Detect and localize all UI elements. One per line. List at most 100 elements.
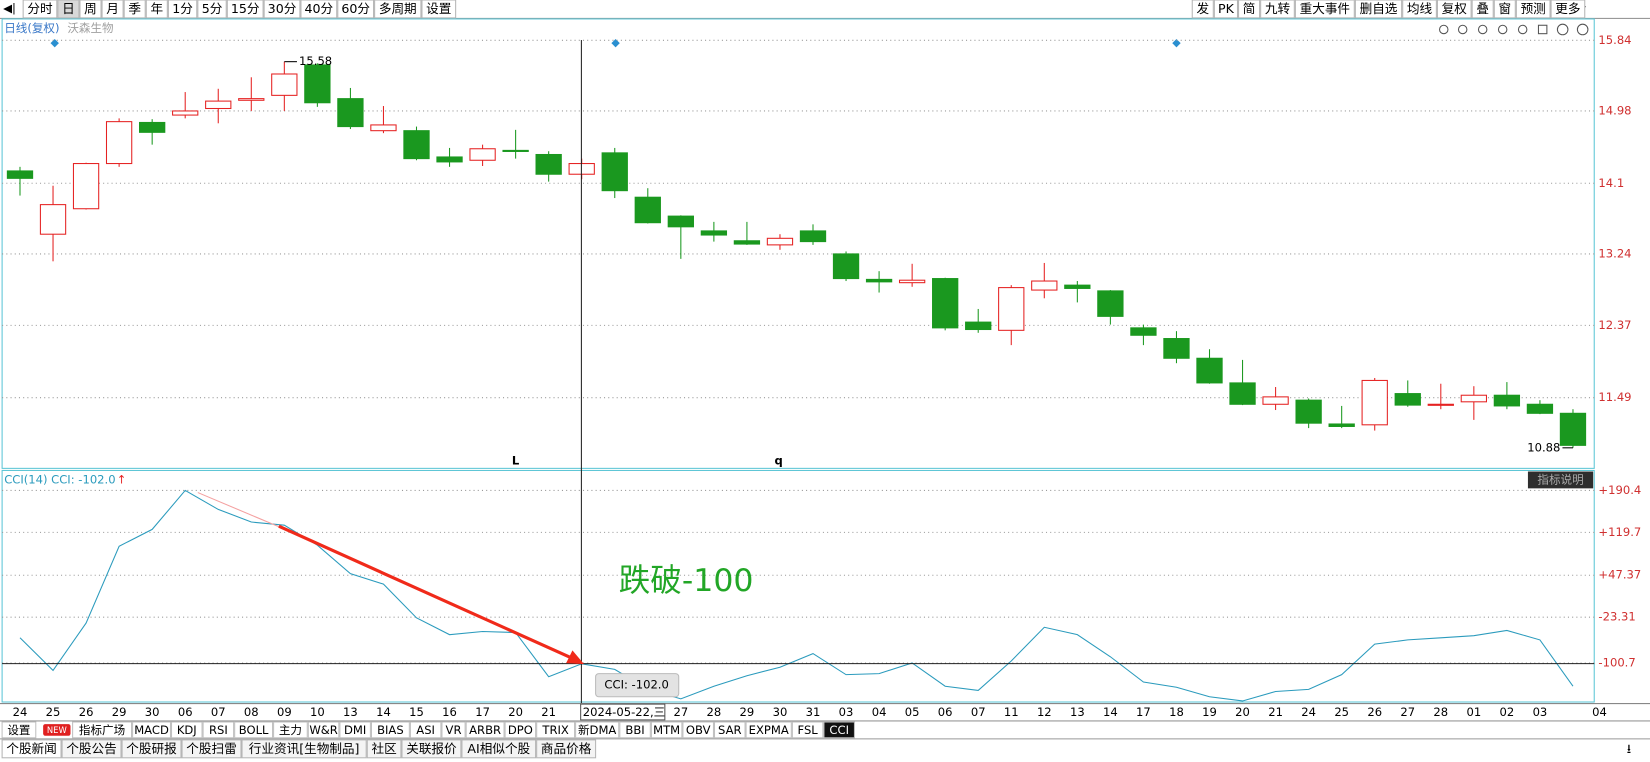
info-tab[interactable] (241, 739, 367, 759)
toolbar-item[interactable] (1515, 0, 1551, 19)
indicator-tab-label[interactable]: OBV (686, 723, 711, 737)
toolbar-item-label[interactable]: PK (1218, 1, 1235, 16)
toolbar-item[interactable] (1260, 0, 1295, 19)
indicator-tab[interactable] (370, 721, 410, 739)
toolbar-item[interactable] (197, 0, 227, 19)
toolbar-item[interactable] (1213, 0, 1239, 19)
toolbar-item[interactable] (167, 0, 198, 19)
event-marker[interactable] (50, 38, 59, 48)
toolbar-item[interactable] (374, 0, 422, 19)
nav-icon[interactable]: ◀| (3, 1, 16, 15)
toolbar-item-label[interactable]: 复权 (1442, 1, 1468, 16)
indicator-tab-label[interactable]: EXPMA (749, 723, 789, 737)
tool-icon[interactable] (1439, 24, 1449, 35)
toolbar-item[interactable] (263, 0, 301, 19)
info-tab-label[interactable]: 个股扫雷 (186, 741, 236, 756)
indicator-tab[interactable] (202, 721, 235, 739)
indicator-tab-label[interactable]: BBI (625, 723, 644, 737)
toolbar-item-label[interactable]: 重大事件 (1300, 1, 1350, 16)
toolbar-item[interactable] (57, 0, 80, 19)
toolbar-item-label[interactable]: 删自选 (1360, 1, 1398, 16)
indicator-tab-label[interactable]: 新DMA (578, 723, 616, 737)
indicator-tab-label[interactable]: FSL (798, 723, 819, 737)
indicator-tab-label[interactable]: SAR (718, 723, 741, 737)
indicator-tab[interactable] (273, 721, 308, 739)
indicator-tab[interactable] (465, 721, 505, 739)
tool-icon[interactable] (1537, 24, 1548, 35)
tool-icon[interactable] (1497, 24, 1508, 35)
info-tab[interactable] (1, 739, 62, 759)
info-tab-label[interactable]: 个股研报 (126, 741, 177, 756)
toolbar-item-label[interactable]: 季 (128, 1, 141, 16)
info-tab[interactable] (401, 739, 462, 759)
tool-icon[interactable] (1457, 24, 1468, 35)
toolbar-item[interactable] (1191, 0, 1214, 19)
indicator-tab[interactable] (575, 721, 620, 739)
toolbar-item-label[interactable]: 预测 (1521, 1, 1546, 16)
toolbar-item-label[interactable]: 九转 (1265, 1, 1291, 16)
toolbar-item-label[interactable]: 周 (84, 1, 97, 16)
indicator-tab[interactable] (791, 721, 824, 739)
indicator-tab-label[interactable]: BOLL (239, 723, 269, 737)
help-button[interactable] (1527, 471, 1594, 489)
indicator-tab-label[interactable]: KDJ (177, 723, 197, 737)
toolbar-item-label[interactable]: 窗 (1498, 1, 1511, 16)
info-tab-label[interactable]: AI相似个股 (467, 741, 530, 756)
toolbar-item[interactable] (145, 0, 168, 19)
indicator-tab[interactable] (339, 721, 371, 739)
toolbar-item-label[interactable]: 日 (62, 1, 75, 16)
tool-icon[interactable] (1517, 24, 1528, 35)
indicator-tab[interactable] (170, 721, 203, 739)
toolbar-item-label[interactable]: 40分 (305, 1, 334, 16)
info-tab[interactable] (181, 739, 242, 759)
tool-icon[interactable] (1556, 23, 1569, 36)
indicator-tab[interactable] (72, 721, 133, 739)
toolbar-item[interactable] (1294, 0, 1355, 19)
toolbar-item[interactable] (1402, 0, 1437, 19)
toolbar-item[interactable] (1471, 0, 1494, 19)
toolbar-item-label[interactable]: 分时 (27, 1, 53, 16)
indicator-tab-label[interactable]: 主力 (279, 723, 302, 737)
indicator-tab-label[interactable]: MACD (134, 723, 169, 737)
info-tab-label[interactable]: 个股新闻 (6, 741, 56, 756)
toolbar-item-label[interactable]: 发 (1196, 1, 1209, 16)
indicator-tab[interactable] (823, 721, 855, 739)
indicator-tab-label[interactable]: ARBR (469, 723, 501, 737)
toolbar-item[interactable] (421, 0, 457, 19)
toolbar-item-label[interactable]: 月 (106, 1, 119, 16)
indicator-tab-label[interactable]: CCI (829, 723, 849, 737)
event-marker[interactable] (611, 38, 620, 48)
indicator-tab[interactable] (1, 721, 37, 739)
toolbar-item[interactable] (300, 0, 338, 19)
toolbar-item-label[interactable]: 5分 (202, 1, 223, 16)
indicator-tab[interactable] (682, 721, 714, 739)
toolbar-item[interactable] (79, 0, 102, 19)
toolbar-item-label[interactable]: 15分 (231, 1, 260, 16)
info-tab-label[interactable]: 社区 (371, 741, 396, 756)
toolbar-item[interactable] (1493, 0, 1516, 19)
toolbar-item[interactable] (22, 0, 58, 19)
event-marker[interactable] (1172, 38, 1181, 48)
indicator-tab[interactable] (504, 721, 537, 739)
toolbar-item-label[interactable]: 1分 (172, 1, 193, 16)
toolbar-item-label[interactable]: 均线 (1407, 1, 1433, 16)
toolbar-item-label[interactable]: 年 (150, 1, 163, 16)
toolbar-item-label[interactable]: 叠 (1476, 1, 1489, 16)
info-tab-label[interactable]: 关联报价 (406, 741, 457, 756)
toolbar-item-label[interactable]: 30分 (268, 1, 297, 16)
toolbar-item[interactable] (101, 0, 124, 19)
indicator-tab-label[interactable]: 指标广场 (79, 723, 125, 737)
info-tab[interactable] (461, 739, 537, 759)
info-tab[interactable] (536, 739, 597, 759)
indicator-tab[interactable] (619, 721, 651, 739)
toolbar-item[interactable] (1436, 0, 1472, 19)
indicator-tab-label[interactable]: RSI (209, 723, 228, 737)
info-tab[interactable] (61, 739, 122, 759)
toolbar-item-label[interactable]: 设置 (426, 1, 451, 16)
indicator-tab[interactable] (441, 721, 466, 739)
tool-icon[interactable] (1576, 23, 1589, 36)
indicator-tab-label[interactable]: W&R (309, 723, 337, 737)
indicator-tab[interactable] (307, 721, 340, 739)
indicator-tab[interactable] (713, 721, 746, 739)
indicator-tab[interactable] (650, 721, 683, 739)
